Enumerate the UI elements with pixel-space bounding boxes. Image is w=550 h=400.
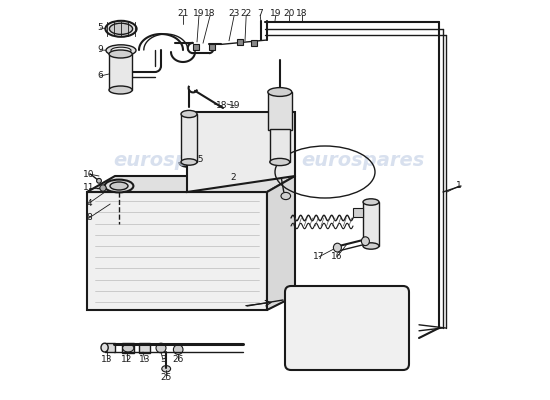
Bar — [104, 343, 114, 352]
Text: 16: 16 — [331, 252, 343, 261]
Text: 14: 14 — [188, 132, 199, 140]
Text: 4: 4 — [86, 199, 92, 208]
Polygon shape — [187, 112, 295, 192]
Text: 8: 8 — [86, 214, 92, 222]
Text: 12: 12 — [122, 356, 133, 364]
Ellipse shape — [106, 21, 136, 37]
Text: 9: 9 — [97, 46, 103, 54]
Ellipse shape — [281, 192, 290, 200]
Text: eurospares: eurospares — [113, 150, 236, 170]
Bar — [353, 208, 363, 217]
Text: 25: 25 — [161, 374, 172, 382]
Ellipse shape — [109, 50, 132, 58]
Bar — [363, 202, 379, 246]
Text: 5: 5 — [97, 24, 103, 32]
Ellipse shape — [270, 158, 290, 166]
Circle shape — [173, 345, 183, 354]
Ellipse shape — [333, 243, 342, 252]
Text: eurospares: eurospares — [301, 150, 425, 170]
Polygon shape — [87, 192, 267, 310]
Bar — [238, 39, 243, 45]
Text: 3: 3 — [160, 356, 166, 364]
Text: 21: 21 — [177, 10, 189, 18]
Polygon shape — [267, 176, 295, 310]
Ellipse shape — [268, 88, 292, 96]
Ellipse shape — [109, 23, 133, 34]
Ellipse shape — [363, 199, 379, 205]
Polygon shape — [87, 176, 295, 192]
Bar — [208, 44, 215, 50]
Circle shape — [100, 185, 106, 191]
Ellipse shape — [181, 110, 197, 118]
Ellipse shape — [110, 182, 128, 190]
Text: 10: 10 — [83, 170, 95, 178]
Bar — [251, 40, 257, 46]
FancyBboxPatch shape — [285, 286, 409, 370]
Ellipse shape — [162, 366, 170, 372]
Text: 19: 19 — [270, 10, 282, 18]
Text: 19: 19 — [229, 102, 241, 110]
Ellipse shape — [111, 47, 131, 54]
Text: 24: 24 — [271, 92, 283, 100]
Text: 18: 18 — [217, 102, 228, 110]
Ellipse shape — [181, 159, 197, 165]
Bar — [109, 54, 132, 90]
Ellipse shape — [361, 237, 370, 246]
Ellipse shape — [109, 86, 132, 94]
Text: 7: 7 — [257, 10, 263, 18]
Bar — [181, 114, 197, 162]
Text: 18: 18 — [205, 10, 216, 18]
Text: 19: 19 — [193, 10, 205, 18]
Ellipse shape — [363, 243, 379, 249]
Bar — [193, 44, 200, 50]
Text: 17: 17 — [314, 252, 324, 261]
Ellipse shape — [106, 45, 136, 56]
Text: 13: 13 — [139, 356, 151, 364]
Text: 2: 2 — [230, 174, 236, 182]
Bar — [122, 343, 134, 353]
Text: 23: 23 — [228, 10, 240, 18]
Text: 15: 15 — [193, 156, 205, 164]
Ellipse shape — [123, 344, 134, 352]
Bar — [139, 343, 150, 353]
Text: 26: 26 — [173, 356, 184, 364]
Text: 13: 13 — [101, 356, 113, 364]
Text: 22: 22 — [240, 10, 252, 18]
Text: 18: 18 — [296, 10, 308, 18]
Circle shape — [97, 178, 101, 183]
Text: 6: 6 — [97, 72, 103, 80]
Ellipse shape — [104, 180, 134, 192]
Bar — [268, 92, 292, 130]
Bar — [270, 129, 290, 162]
Text: 11: 11 — [83, 184, 95, 192]
Text: 1: 1 — [456, 182, 462, 190]
Ellipse shape — [156, 343, 166, 353]
Text: 20: 20 — [283, 10, 295, 18]
Ellipse shape — [101, 343, 108, 352]
